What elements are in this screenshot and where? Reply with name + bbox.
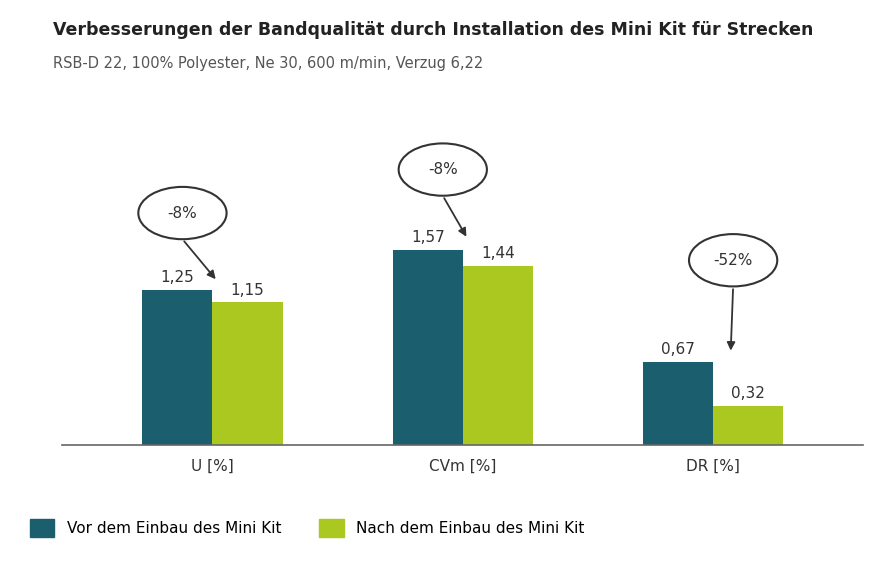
- Bar: [463, 267, 533, 445]
- Bar: [213, 302, 283, 445]
- Text: 0,67: 0,67: [661, 342, 695, 357]
- Ellipse shape: [689, 234, 777, 287]
- Text: 1,25: 1,25: [160, 270, 194, 285]
- Bar: [713, 406, 783, 445]
- Text: -8%: -8%: [167, 206, 198, 220]
- Bar: [643, 362, 713, 445]
- Text: RSB-D 22, 100% Polyester, Ne 30, 600 m/min, Verzug 6,22: RSB-D 22, 100% Polyester, Ne 30, 600 m/m…: [53, 56, 483, 71]
- Text: 1,15: 1,15: [231, 282, 264, 298]
- Text: 1,57: 1,57: [411, 230, 445, 246]
- Bar: [142, 290, 213, 445]
- Text: 1,44: 1,44: [481, 247, 514, 261]
- Text: -52%: -52%: [714, 253, 753, 268]
- Bar: [392, 250, 463, 445]
- Ellipse shape: [138, 187, 227, 239]
- Text: -8%: -8%: [428, 162, 457, 177]
- Text: Verbesserungen der Bandqualität durch Installation des Mini Kit für Strecken: Verbesserungen der Bandqualität durch In…: [53, 21, 813, 39]
- Ellipse shape: [399, 144, 487, 196]
- Legend: Vor dem Einbau des Mini Kit, Nach dem Einbau des Mini Kit: Vor dem Einbau des Mini Kit, Nach dem Ei…: [30, 519, 585, 537]
- Text: 0,32: 0,32: [732, 386, 765, 401]
